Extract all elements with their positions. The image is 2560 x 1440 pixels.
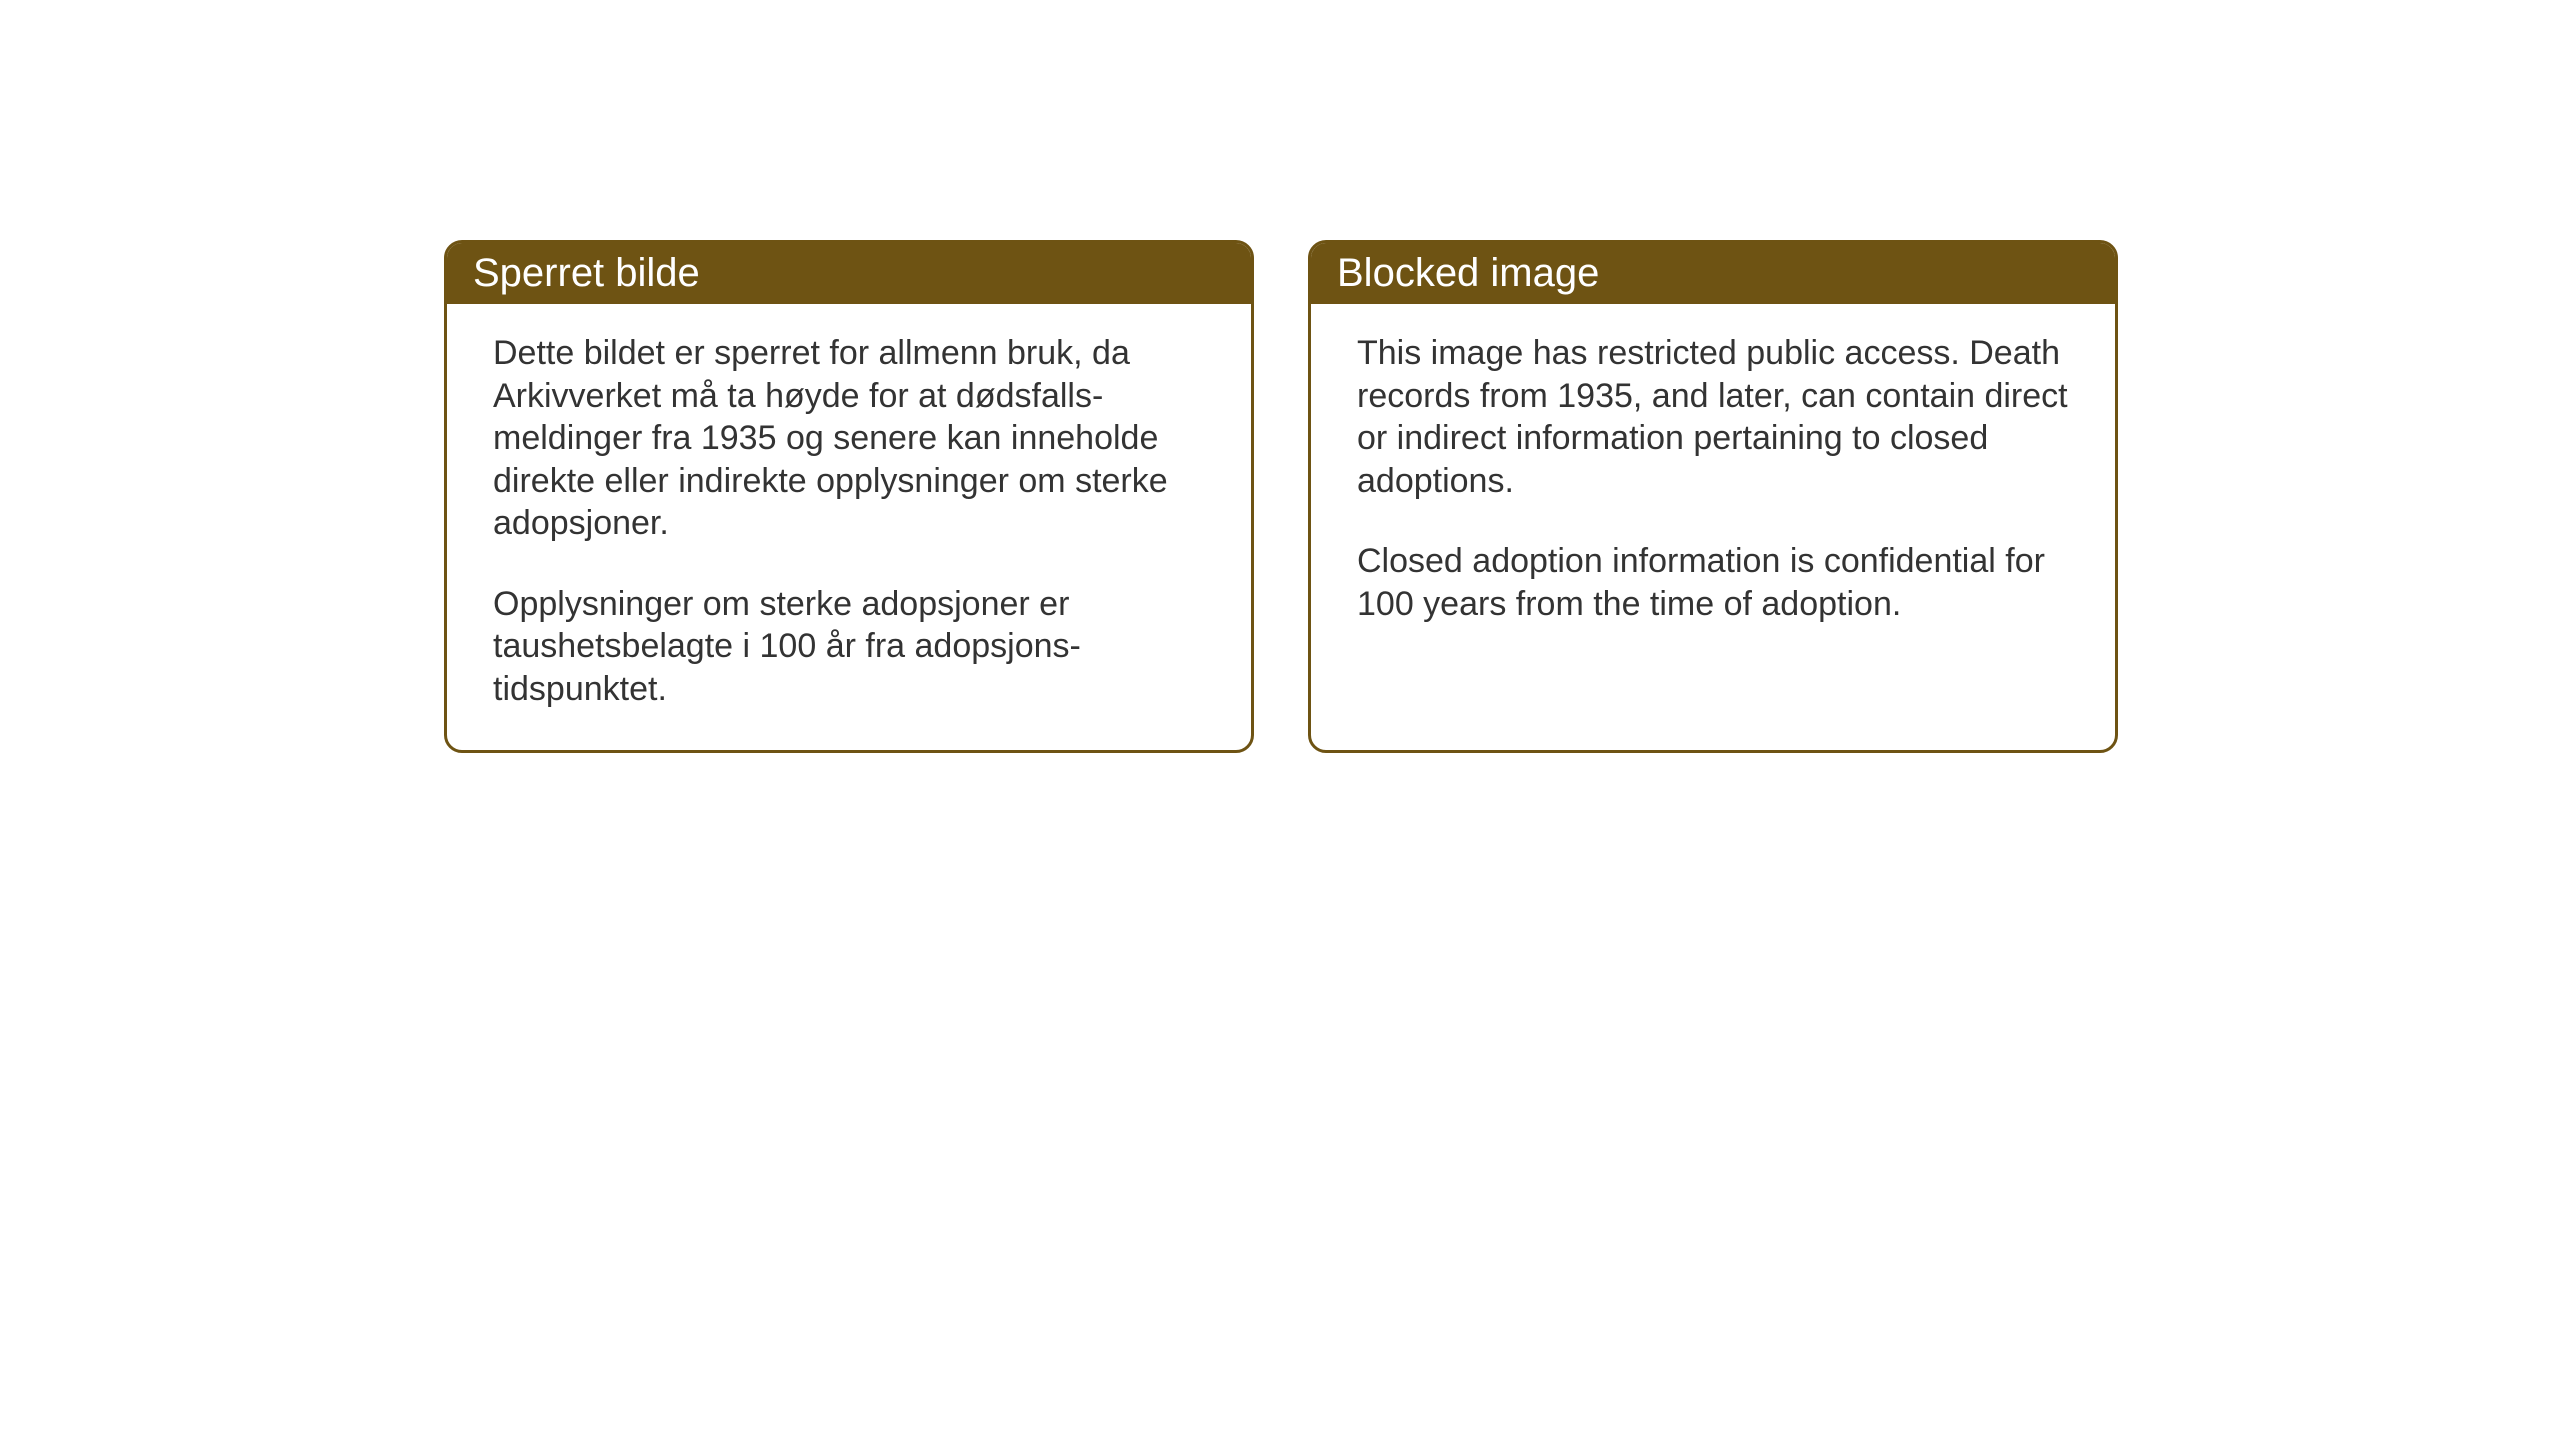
card-header-english: Blocked image bbox=[1311, 243, 2115, 304]
card-paragraph1-english: This image has restricted public access.… bbox=[1357, 332, 2069, 502]
card-paragraph2-english: Closed adoption information is confident… bbox=[1357, 540, 2069, 625]
notice-container: Sperret bilde Dette bildet er sperret fo… bbox=[444, 240, 2118, 753]
card-header-norwegian: Sperret bilde bbox=[447, 243, 1251, 304]
card-body-norwegian: Dette bildet er sperret for allmenn bruk… bbox=[447, 304, 1251, 750]
notice-card-norwegian: Sperret bilde Dette bildet er sperret fo… bbox=[444, 240, 1254, 753]
card-paragraph1-norwegian: Dette bildet er sperret for allmenn bruk… bbox=[493, 332, 1205, 545]
card-body-english: This image has restricted public access.… bbox=[1311, 304, 2115, 665]
card-title-norwegian: Sperret bilde bbox=[473, 251, 700, 295]
notice-card-english: Blocked image This image has restricted … bbox=[1308, 240, 2118, 753]
card-title-english: Blocked image bbox=[1337, 251, 1599, 295]
card-paragraph2-norwegian: Opplysninger om sterke adopsjoner er tau… bbox=[493, 583, 1205, 711]
